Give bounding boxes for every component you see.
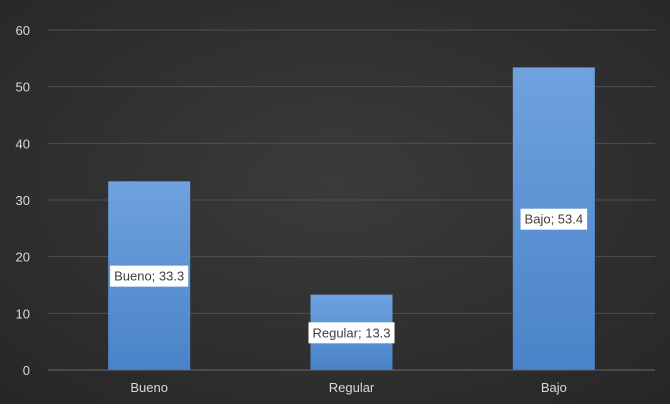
data-label-text: Regular; 13.3 [312, 325, 390, 340]
data-label-box [110, 265, 189, 287]
data-label-text: Bueno; 33.3 [114, 269, 184, 284]
data-label-regular: Regular; 13.3 [308, 322, 395, 344]
x-tick-label: Regular [329, 380, 375, 395]
x-tick-label: Bajo [541, 380, 567, 395]
y-tick-label: 60 [16, 23, 30, 38]
y-tick-label: 50 [16, 80, 30, 95]
y-tick-label: 30 [16, 193, 30, 208]
x-axis-tick-labels: Bueno Regular Bajo [130, 380, 566, 395]
y-tick-label: 40 [16, 136, 30, 151]
y-tick-label: 20 [16, 250, 30, 265]
x-tick-label: Bueno [130, 380, 168, 395]
data-labels: Bueno; 33.3 Regular; 13.3 Bajo; 53.4 [110, 208, 588, 344]
data-label-text: Bajo; 53.4 [525, 212, 584, 227]
data-label-bajo: Bajo; 53.4 [520, 208, 588, 230]
data-label-box [308, 322, 395, 344]
y-tick-label: 10 [16, 306, 30, 321]
y-axis-tick-labels: 0 10 20 30 40 50 60 [16, 23, 30, 378]
y-tick-label: 0 [23, 363, 30, 378]
data-label-box [520, 208, 588, 230]
data-label-bueno: Bueno; 33.3 [110, 265, 189, 287]
